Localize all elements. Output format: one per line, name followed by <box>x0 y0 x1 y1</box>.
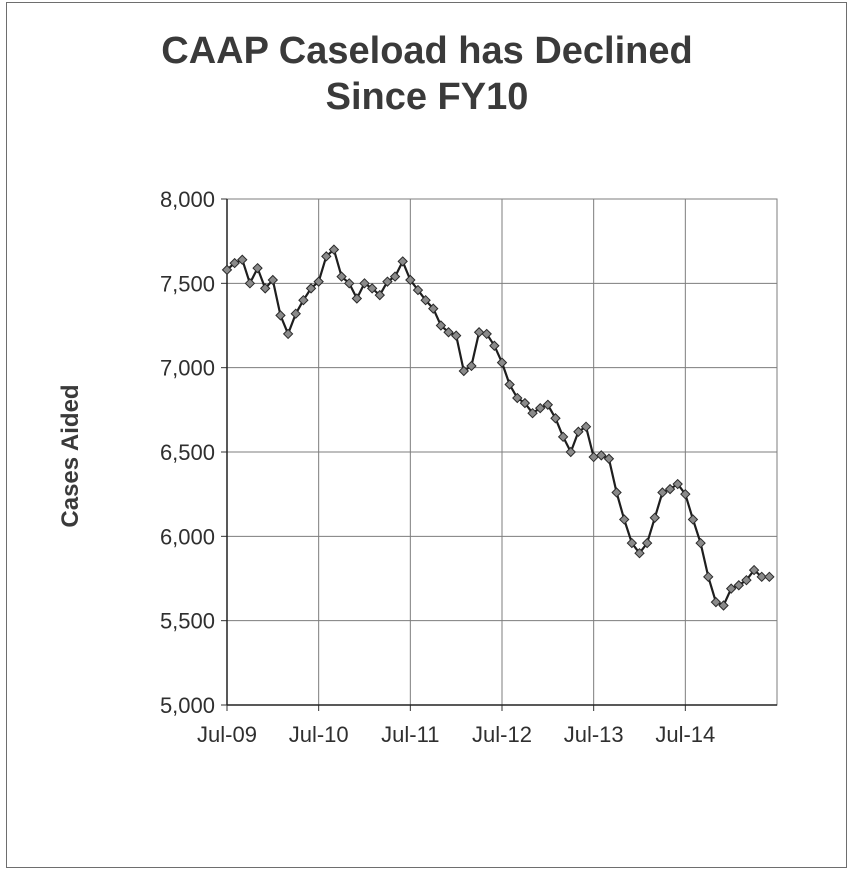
data-point <box>718 600 729 611</box>
data-point <box>534 402 546 414</box>
data-point <box>389 271 401 282</box>
chart-title-line-1: CAAP Caseload has Declined <box>161 30 693 72</box>
data-point <box>450 330 462 341</box>
data-point <box>336 271 347 282</box>
data-point <box>374 289 385 301</box>
x-tick-labels: Jul-09 Jul-10 Jul-11 Jul-12 Jul-13 Jul-14 <box>197 722 715 747</box>
data-point <box>420 294 431 306</box>
axes <box>221 198 777 711</box>
data-point <box>435 320 447 331</box>
data-point <box>657 487 668 498</box>
y-tick-label: 8,000 <box>160 187 215 212</box>
data-point <box>221 264 233 276</box>
chart-title: CAAP Caseload has Declined Since FY10 <box>0 28 854 120</box>
data-point <box>298 294 309 306</box>
data-point <box>259 283 271 294</box>
data-point <box>443 327 454 338</box>
data-point <box>664 483 676 495</box>
data-point <box>641 537 653 549</box>
data-point <box>710 596 722 608</box>
data-point <box>687 514 699 525</box>
data-point <box>573 426 584 437</box>
data-point <box>603 453 615 464</box>
data-point <box>748 564 760 576</box>
data-point <box>527 407 538 419</box>
data-point <box>473 327 485 338</box>
data-point <box>680 488 691 500</box>
x-tick-label: Jul-14 <box>655 722 715 747</box>
data-point <box>412 284 424 296</box>
y-tick-label: 6,000 <box>160 524 215 549</box>
data-point <box>466 360 477 372</box>
data-point <box>428 303 439 314</box>
data-point <box>756 571 767 583</box>
data-point <box>237 254 248 265</box>
chart-title-line-2: Since FY10 <box>325 76 529 118</box>
data-point <box>733 580 745 591</box>
data-point <box>458 365 470 377</box>
data-point <box>290 308 301 319</box>
data-point <box>649 512 660 523</box>
grid-lines <box>226 198 778 706</box>
data-point <box>626 537 638 549</box>
data-point <box>519 397 531 409</box>
data-point <box>275 310 286 321</box>
data-point <box>496 357 508 368</box>
y-tick-label: 7,500 <box>160 271 215 296</box>
y-tick-label: 5,000 <box>160 693 215 718</box>
data-point <box>489 340 500 351</box>
x-tick-label: Jul-13 <box>564 722 624 747</box>
data-point <box>725 583 737 594</box>
x-tick-label: Jul-10 <box>289 722 349 747</box>
data-point <box>344 278 355 289</box>
y-tick-label: 6,500 <box>160 440 215 465</box>
data-point <box>382 276 393 287</box>
data-point <box>504 379 515 390</box>
x-tick-label: Jul-09 <box>197 722 257 747</box>
data-point <box>366 283 378 294</box>
data-point <box>313 276 324 287</box>
y-tick-label: 7,000 <box>160 356 215 381</box>
y-tick-label: 5,500 <box>160 609 215 634</box>
data-point <box>672 478 683 490</box>
data-point <box>351 293 363 304</box>
x-tick-label: Jul-12 <box>472 722 532 747</box>
data-point <box>596 450 607 461</box>
data-point <box>328 244 340 255</box>
data-point <box>619 514 630 525</box>
data-point <box>321 251 332 262</box>
data-point <box>741 574 752 586</box>
data-point <box>405 274 416 286</box>
data-point <box>305 283 317 294</box>
data-point <box>634 547 645 559</box>
y-tick-labels: 5,000 5,500 6,000 6,500 7,000 7,500 8,000 <box>160 187 215 718</box>
data-point <box>267 274 279 286</box>
data-point <box>244 278 256 289</box>
data-point <box>764 571 775 583</box>
data-point <box>397 256 408 267</box>
data-point <box>512 392 523 404</box>
data-point <box>557 431 569 443</box>
data-point <box>695 537 706 549</box>
data-point <box>252 262 263 274</box>
data-point <box>359 278 370 289</box>
data-point <box>611 487 622 498</box>
data-point <box>565 446 576 458</box>
data-point <box>481 328 492 340</box>
data-point <box>580 421 592 432</box>
y-axis-label: Cases Aided <box>57 384 84 527</box>
x-tick-label: Jul-11 <box>381 722 439 747</box>
data-point <box>550 413 561 424</box>
data-point <box>229 257 240 269</box>
series-layer <box>221 244 775 611</box>
data-point <box>703 571 714 583</box>
data-point <box>542 399 554 410</box>
data-point <box>282 328 294 340</box>
